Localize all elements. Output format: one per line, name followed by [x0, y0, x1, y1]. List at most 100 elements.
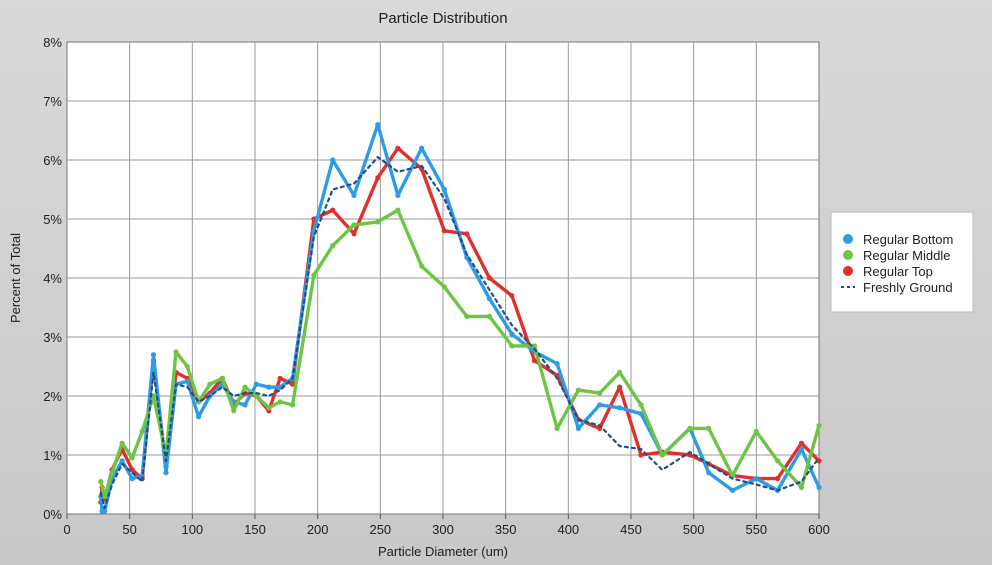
data-point-regular-top	[464, 231, 470, 237]
data-point-regular-bottom	[798, 446, 805, 452]
data-point-regular-bottom	[242, 402, 248, 408]
x-tick-label: 150	[244, 522, 266, 537]
legend-label: Freshly Ground	[863, 280, 953, 295]
data-point-regular-bottom	[486, 296, 492, 302]
data-point-regular-middle	[129, 455, 135, 461]
data-point-regular-bottom	[266, 384, 272, 390]
data-point-regular-middle	[139, 428, 145, 434]
data-point-regular-middle	[253, 393, 259, 399]
x-tick-label: 350	[495, 522, 517, 537]
data-point-regular-middle	[119, 440, 125, 446]
data-point-regular-top	[330, 207, 336, 213]
data-point-regular-middle	[706, 425, 712, 431]
data-point-regular-top	[531, 358, 538, 364]
x-tick-label: 500	[683, 522, 705, 537]
y-tick-label: 1%	[43, 448, 62, 463]
data-point-regular-bottom	[163, 470, 169, 476]
axes	[66, 514, 820, 519]
data-point-regular-middle	[638, 402, 644, 408]
data-point-regular-middle	[330, 243, 336, 249]
data-point-regular-middle	[173, 349, 179, 355]
data-point-regular-middle	[441, 284, 447, 290]
data-point-regular-bottom	[729, 487, 736, 493]
data-point-regular-middle	[98, 479, 104, 485]
data-point-regular-bottom	[184, 378, 190, 384]
data-point-regular-bottom	[351, 192, 357, 198]
legend-swatch	[843, 234, 853, 244]
data-point-regular-bottom	[330, 157, 336, 163]
data-point-regular-middle	[687, 425, 693, 431]
data-point-regular-middle	[419, 263, 425, 269]
data-point-regular-bottom	[253, 381, 259, 387]
y-tick-label: 3%	[43, 330, 62, 345]
data-point-regular-top	[509, 293, 515, 299]
x-tick-label: 550	[745, 522, 767, 537]
x-tick-label: 50	[122, 522, 136, 537]
x-tick-label: 400	[557, 522, 579, 537]
data-point-regular-top	[395, 145, 401, 151]
data-point-regular-top	[638, 452, 644, 458]
data-point-regular-middle	[816, 422, 822, 429]
data-point-regular-bottom	[129, 476, 135, 482]
data-point-regular-top	[775, 476, 781, 482]
data-point-regular-bottom	[575, 425, 582, 431]
x-tick-label: 0	[63, 522, 70, 537]
data-point-regular-middle	[531, 343, 538, 349]
legend-label: Regular Middle	[863, 248, 950, 263]
data-point-regular-top	[351, 231, 357, 237]
data-point-regular-middle	[486, 313, 492, 319]
data-point-regular-middle	[554, 425, 560, 431]
data-point-regular-middle	[798, 484, 805, 490]
data-point-regular-bottom	[196, 414, 202, 420]
data-point-regular-bottom	[375, 122, 381, 128]
data-point-regular-middle	[509, 343, 515, 349]
x-tick-label: 450	[620, 522, 642, 537]
data-point-regular-bottom	[395, 192, 401, 198]
legend-label: Regular Bottom	[863, 232, 953, 247]
y-tick-label: 0%	[43, 507, 62, 522]
data-point-regular-middle	[231, 408, 237, 414]
x-tick-label: 600	[808, 522, 830, 537]
y-tick-label: 4%	[43, 271, 62, 286]
data-point-regular-bottom	[597, 402, 603, 408]
data-point-regular-middle	[395, 207, 401, 213]
data-point-regular-middle	[184, 363, 190, 370]
data-point-regular-middle	[102, 493, 108, 499]
data-point-regular-top	[816, 458, 822, 464]
x-tick-label: 200	[307, 522, 329, 537]
y-tick-label: 6%	[43, 153, 62, 168]
data-point-regular-bottom	[753, 476, 759, 482]
data-point-regular-top	[277, 375, 283, 381]
data-point-regular-middle	[775, 458, 781, 464]
x-tick-labels: 0 50 100 150 200 250 300 350 400 450 500 550 600	[63, 522, 829, 537]
chart-title: Particle Distribution	[378, 10, 507, 27]
data-point-regular-top	[375, 175, 381, 181]
data-point-regular-bottom	[509, 331, 515, 337]
x-tick-label: 250	[369, 522, 391, 537]
data-point-regular-middle	[617, 369, 623, 375]
data-point-regular-bottom	[617, 405, 623, 411]
data-point-regular-bottom	[816, 484, 822, 490]
data-point-regular-top	[129, 467, 135, 473]
legend-swatch	[843, 250, 853, 260]
y-tick-label: 8%	[43, 35, 62, 50]
y-tick-label: 2%	[43, 389, 62, 404]
legend-swatch	[843, 266, 853, 276]
data-point-regular-middle	[207, 381, 213, 387]
data-point-regular-top	[617, 384, 623, 390]
data-point-regular-bottom	[419, 145, 425, 151]
data-point-regular-top	[798, 440, 805, 446]
y-tick-labels: 0% 1% 2% 3% 4% 5% 6% 7% 8%	[43, 35, 62, 522]
data-point-regular-bottom	[441, 186, 447, 193]
data-point-regular-middle	[277, 399, 283, 405]
data-point-regular-middle	[266, 405, 272, 411]
legend-box	[830, 211, 974, 313]
series-layer	[98, 122, 822, 514]
data-point-regular-middle	[290, 402, 296, 408]
data-point-regular-middle	[753, 428, 759, 434]
data-point-regular-middle	[219, 375, 225, 381]
x-tick-label: 100	[181, 522, 203, 537]
